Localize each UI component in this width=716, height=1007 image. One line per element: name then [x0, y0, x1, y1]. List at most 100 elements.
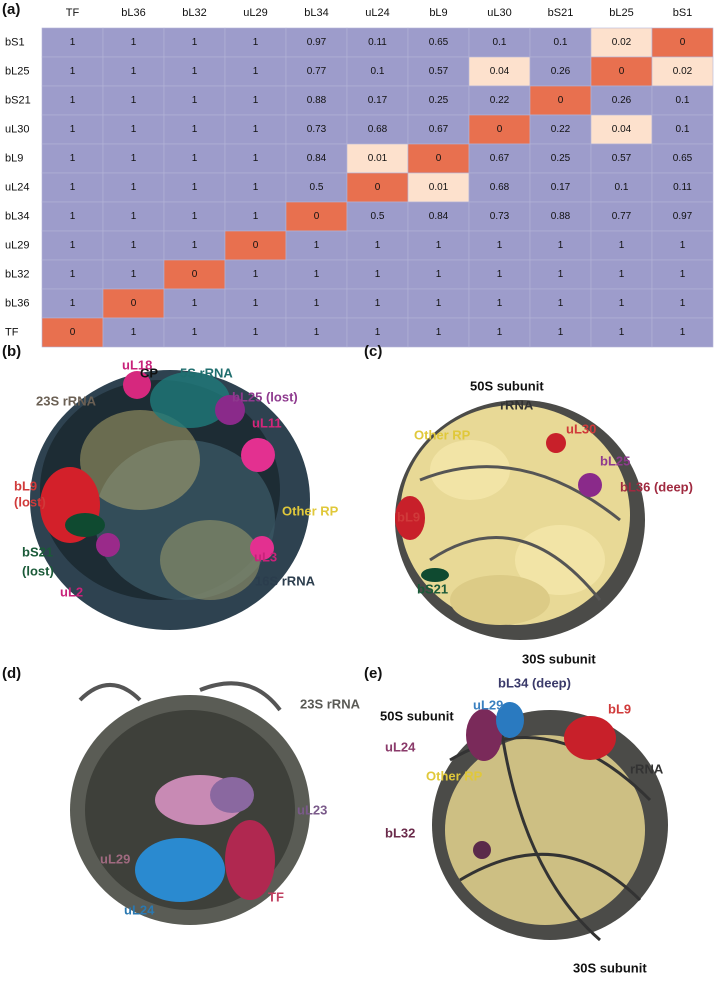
cell-value: 1 [619, 269, 625, 280]
label: 30S subunit [573, 960, 647, 975]
cell-value: 0 [680, 37, 686, 48]
cell [41, 172, 104, 203]
cell-value: 1 [253, 327, 259, 338]
cell [468, 230, 531, 261]
cell-value: 1 [253, 37, 259, 48]
cell-value: 1 [253, 95, 259, 106]
cell-value: 0.11 [673, 182, 692, 193]
cell [529, 56, 592, 87]
cell [651, 143, 714, 174]
label: bL36 (deep) [620, 479, 693, 494]
label: CP [140, 365, 158, 380]
cell [529, 317, 592, 348]
cell-value: 1 [192, 298, 198, 309]
label: 30S subunit [522, 651, 596, 666]
cell-value: 1 [436, 240, 442, 251]
column-label: uL30 [487, 7, 511, 19]
cell-value: 0.65 [429, 37, 449, 48]
cell-value: 1 [619, 327, 625, 338]
cell-value: 0.65 [673, 153, 693, 164]
structure-image [395, 400, 645, 640]
cell-value: 0.02 [612, 37, 632, 48]
cell-value: 0 [558, 95, 564, 106]
cell [651, 230, 714, 261]
label: uL3 [254, 549, 277, 564]
cell-value: 1 [70, 182, 76, 193]
cell [346, 114, 409, 145]
cell-value: 0.25 [551, 153, 571, 164]
cell-value: 1 [497, 327, 503, 338]
cell-value: 1 [192, 327, 198, 338]
label: bL25 (lost) [232, 389, 298, 404]
cell-value: 1 [70, 269, 76, 280]
cell-value: 1 [70, 298, 76, 309]
label: 23S rRNA [36, 393, 97, 408]
cell [285, 143, 348, 174]
cell [346, 259, 409, 290]
cell-value: 0.73 [490, 211, 510, 222]
column-label: uL24 [365, 7, 389, 19]
cell [163, 143, 226, 174]
cell [590, 27, 653, 58]
cell-value: 0.1 [493, 37, 507, 48]
cell [651, 114, 714, 145]
cell [407, 114, 470, 145]
panel-label: (a) [2, 1, 20, 18]
cell-value: 0.04 [612, 124, 632, 135]
cell [224, 143, 287, 174]
cell [590, 317, 653, 348]
row-label: uL24 [5, 181, 29, 193]
cell [224, 288, 287, 319]
row-label: bS21 [5, 94, 31, 106]
cell-value: 1 [253, 124, 259, 135]
cell-value: 1 [192, 95, 198, 106]
cell [163, 27, 226, 58]
cell [590, 114, 653, 145]
cell [590, 259, 653, 290]
cell-value: 1 [131, 240, 137, 251]
cell [163, 56, 226, 87]
cell [590, 201, 653, 232]
cell [285, 317, 348, 348]
cell-value: 0.68 [490, 182, 510, 193]
cell [224, 114, 287, 145]
cell-value: 1 [192, 37, 198, 48]
column-label: bL34 [304, 7, 328, 19]
cell-value: 1 [192, 211, 198, 222]
label: 23S rRNA [300, 696, 361, 711]
cell [407, 259, 470, 290]
cell-value: 1 [680, 269, 686, 280]
cell [346, 288, 409, 319]
cell [529, 259, 592, 290]
cell-value: 1 [70, 240, 76, 251]
cell-value: 0.97 [673, 211, 693, 222]
cell-value: 0.1 [676, 124, 690, 135]
cell [651, 56, 714, 87]
cell-value: 1 [619, 240, 625, 251]
cell-value: 0.1 [371, 66, 385, 77]
cell-value: 1 [253, 211, 259, 222]
cell [529, 85, 592, 116]
cell-value: 1 [314, 269, 320, 280]
cell [651, 317, 714, 348]
cell [41, 230, 104, 261]
cell-value: 0 [497, 124, 503, 135]
label: uL2 [60, 584, 83, 599]
column-label: bL36 [121, 7, 145, 19]
cell [41, 85, 104, 116]
cell-value: 0.22 [490, 95, 510, 106]
cell-value: 1 [436, 269, 442, 280]
panel-label: (c) [364, 343, 382, 360]
label: Other RP [426, 768, 483, 783]
cell-value: 1 [680, 298, 686, 309]
cell-value: 0.01 [429, 182, 449, 193]
cell [651, 85, 714, 116]
label: bL9 [397, 509, 420, 524]
cell-value: 1 [558, 298, 564, 309]
cell [102, 317, 165, 348]
cell-value: 0 [314, 211, 320, 222]
cell [590, 56, 653, 87]
cell-value: 0.77 [307, 66, 327, 77]
cell-value: 0.57 [612, 153, 632, 164]
